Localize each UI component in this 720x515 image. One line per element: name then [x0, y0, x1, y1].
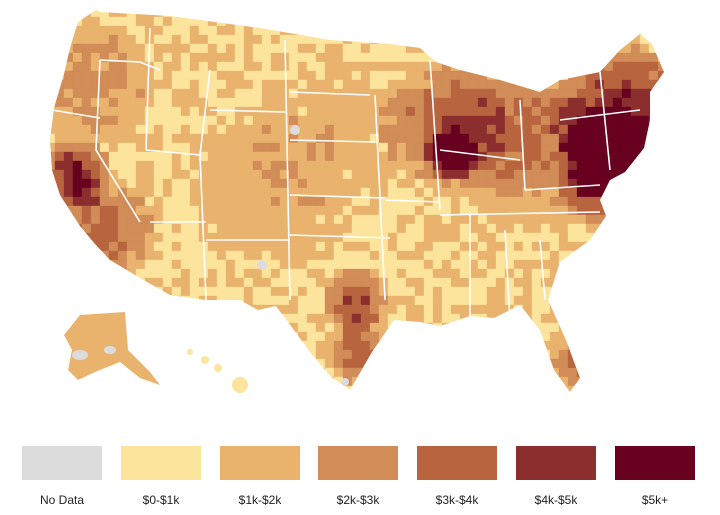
legend-swatch: [516, 446, 596, 480]
legend-label: $5k+: [641, 493, 669, 507]
legend-item-4: $3k-$4k: [417, 446, 497, 507]
legend-item-0: No Data: [22, 446, 102, 507]
legend-item-6: $5k+: [615, 446, 695, 507]
county-tiles: [50, 10, 664, 392]
legend-label: No Data: [39, 493, 85, 507]
legend-swatch: [121, 446, 201, 480]
state-borders: [51, 27, 641, 321]
legend-item-3: $2k-$3k: [318, 446, 398, 507]
legend-item-2: $1k-$2k: [220, 446, 300, 507]
alaska-region: [64, 312, 160, 385]
legend-swatch: [318, 446, 398, 480]
legend-label: $2k-$3k: [336, 493, 380, 507]
us-county-choropleth-map[interactable]: [0, 0, 720, 420]
legend-item-5: $4k-$5k: [516, 446, 596, 507]
legend-swatch: [615, 446, 695, 480]
legend-item-1: $0-$1k: [121, 446, 201, 507]
hawaii-region: [187, 349, 248, 393]
legend-label: $0-$1k: [142, 493, 180, 507]
legend-swatch: [417, 446, 497, 480]
legend-swatch: [22, 446, 102, 480]
legend-label: $4k-$5k: [534, 493, 578, 507]
legend-label: $1k-$2k: [238, 493, 282, 507]
contiguous-us: [50, 10, 664, 392]
legend-label: $3k-$4k: [435, 493, 479, 507]
legend-swatch: [220, 446, 300, 480]
legend: No Data $0-$1k $1k-$2k $2k-$3k $3k-$4k $4k-$5…: [0, 440, 720, 515]
